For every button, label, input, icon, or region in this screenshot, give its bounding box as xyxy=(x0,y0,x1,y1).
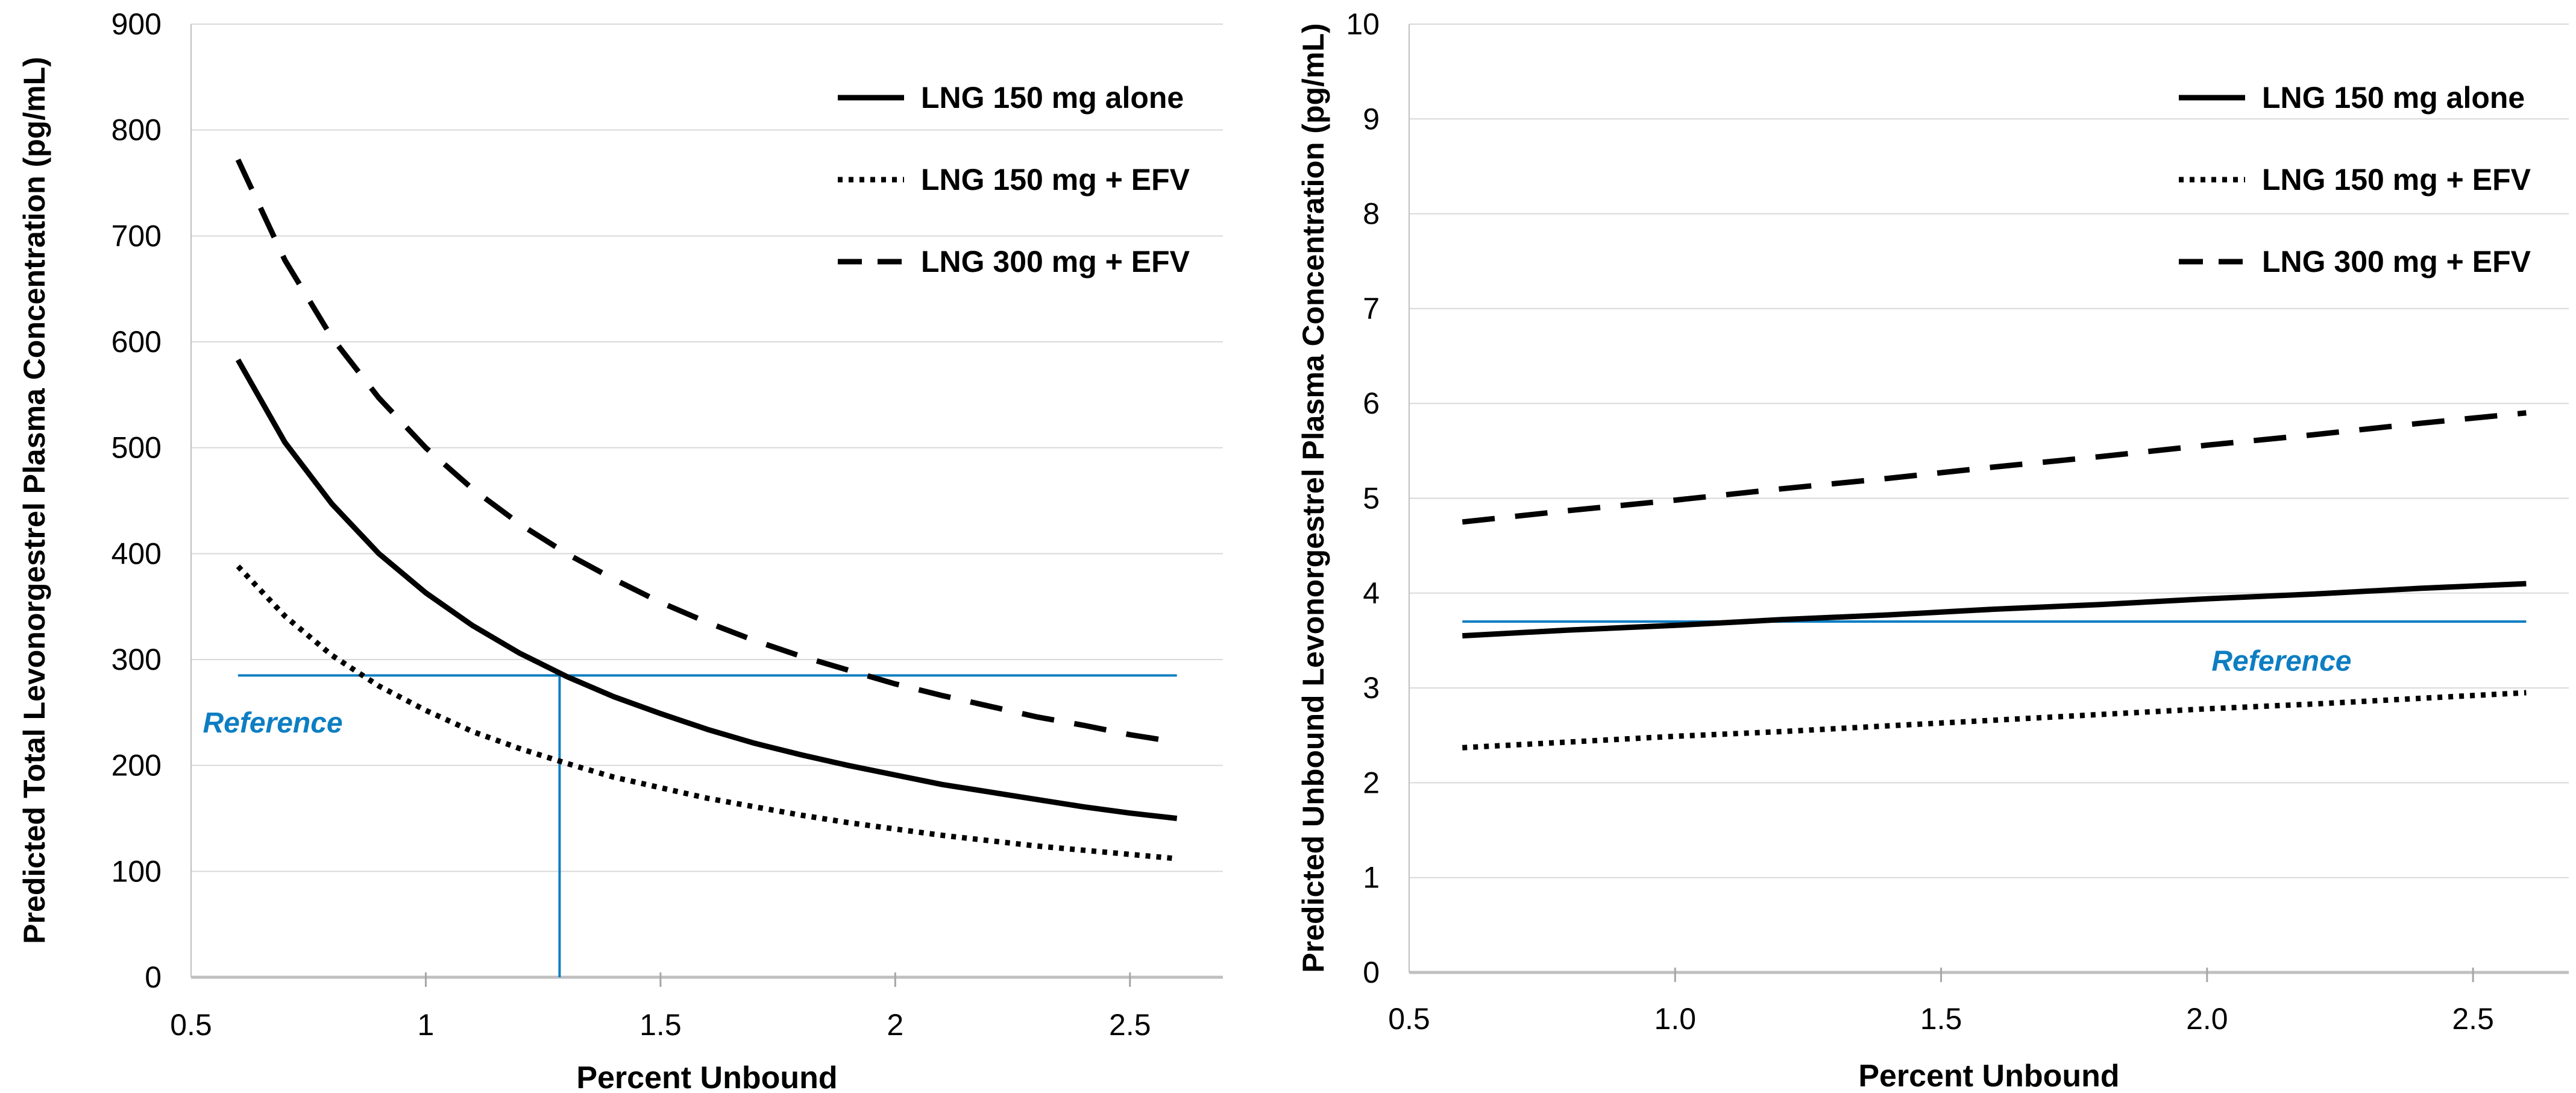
reference-label: Reference xyxy=(2211,646,2351,678)
unbound-concentration-plot: 0 1 2 3 4 5 6 7 8 9 10 0.5 1.0 1.5 2.0 2.5 Reference LNG … xyxy=(1346,7,2569,1036)
x-tick-label: 2.5 xyxy=(1109,1008,1151,1042)
panel-total-concentration: Predicted Total Levonorgestrel Plasma Co… xyxy=(17,7,1223,1093)
y-tick-label: 2 xyxy=(1363,766,1380,799)
y-tick-label: 5 xyxy=(1363,482,1380,515)
legend-label-lng-150-mg-alone: LNG 150 mg alone xyxy=(2262,81,2525,115)
x-tick-label: 1.5 xyxy=(1920,1002,1962,1036)
y-tick-label: 200 xyxy=(112,749,162,783)
y-tick-label: 1 xyxy=(1363,861,1380,895)
y-tick-label: 700 xyxy=(112,219,162,253)
y-tick-label: 9 xyxy=(1363,102,1380,136)
x-tick-label: 2.0 xyxy=(2186,1002,2228,1036)
legend-label-lng-150-mg-efv: LNG 150 mg + EFV xyxy=(2262,163,2531,197)
x-tick-label: 1 xyxy=(418,1008,435,1042)
y-tick-label: 8 xyxy=(1363,197,1380,231)
x-tick-label: 1.5 xyxy=(639,1008,682,1042)
y-tick-label: 0 xyxy=(1363,956,1380,989)
series-line-lng-150-mg-efv xyxy=(1462,690,2527,751)
legend-label-lng-150-mg-efv: LNG 150 mg + EFV xyxy=(921,163,1190,197)
total-concentration-plot: 0 100 200 300 400 500 600 700 800 900 0.5 1 1.5 2 2.5 R… xyxy=(112,7,1223,1042)
x-tick-label: 1.0 xyxy=(1654,1002,1697,1036)
y-tick-label: 400 xyxy=(112,537,162,570)
y-tick-label: 300 xyxy=(112,643,162,676)
x-axis-title-total: Percent Unbound xyxy=(576,1060,838,1093)
y-tick-label: 800 xyxy=(112,113,162,147)
y-tick-label: 4 xyxy=(1363,576,1380,610)
y-tick-label: 6 xyxy=(1363,386,1380,420)
series-line-lng-150-mg-alone xyxy=(1462,581,2527,639)
x-tick-label: 2.5 xyxy=(2452,1002,2494,1036)
x-tick-label: 0.5 xyxy=(170,1008,212,1042)
legend-label-lng-150-mg-alone: LNG 150 mg alone xyxy=(921,81,1184,115)
y-tick-label: 10 xyxy=(1346,7,1380,41)
y-tick-label: 3 xyxy=(1363,671,1380,705)
series-line-lng-300-mg-efv xyxy=(1462,410,2527,525)
series-line-lng-150-mg-efv xyxy=(236,564,1178,861)
y-tick-label: 7 xyxy=(1363,292,1380,326)
series-line-lng-150-mg-alone xyxy=(235,358,1178,821)
y-tick-label: 500 xyxy=(112,431,162,465)
x-tick-label: 2 xyxy=(887,1008,903,1042)
reference-label: Reference xyxy=(203,707,342,739)
x-axis-title-unbound: Percent Unbound xyxy=(1858,1059,2120,1093)
legend-label-lng-300-mg-efv: LNG 300 mg + EFV xyxy=(921,245,1190,279)
legend-label-lng-300-mg-efv: LNG 300 mg + EFV xyxy=(2262,245,2531,279)
y-tick-label: 0 xyxy=(145,960,162,994)
panel-unbound-concentration: Predicted Unbound Levonorgestrel Plasma … xyxy=(1288,0,2576,1093)
y-tick-label: 600 xyxy=(112,325,162,359)
y-tick-label: 900 xyxy=(112,7,162,41)
x-tick-label: 0.5 xyxy=(1388,1002,1430,1036)
y-tick-label: 100 xyxy=(112,854,162,888)
